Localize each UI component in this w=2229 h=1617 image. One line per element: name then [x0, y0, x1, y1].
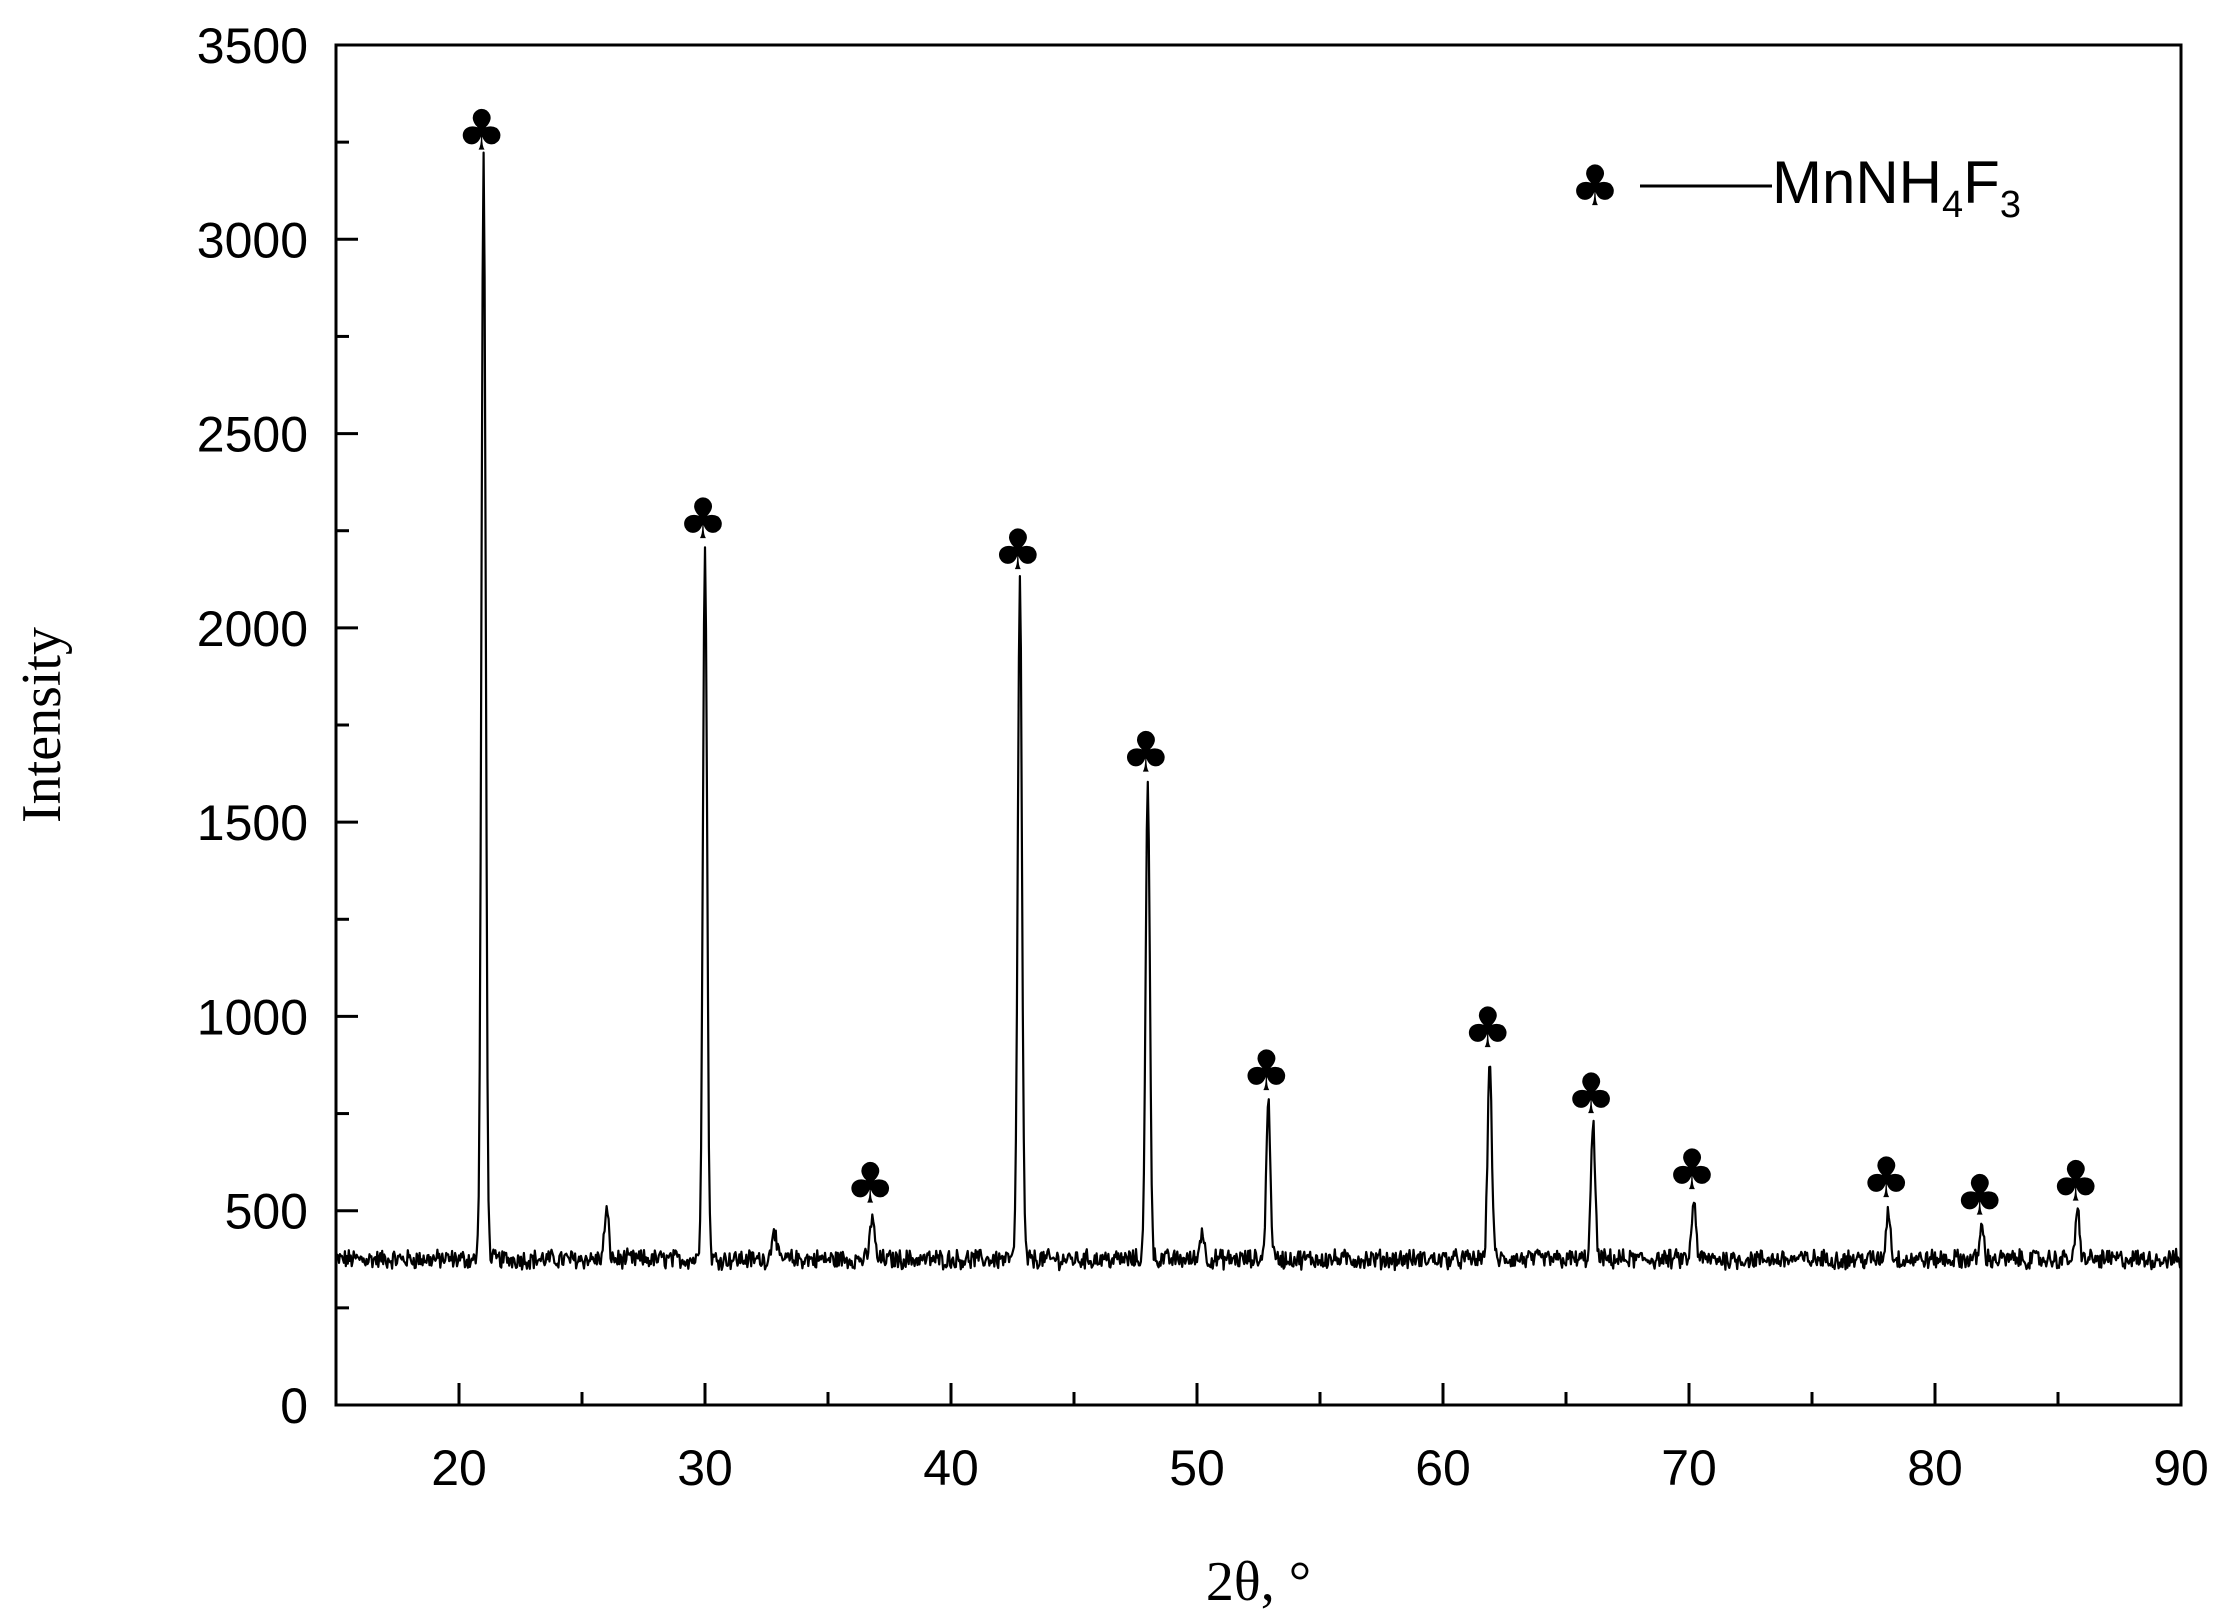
legend-label-main: MnNH [1772, 149, 1942, 216]
peak-marker: ♣ [993, 518, 1043, 583]
peak-marker: ♣ [2051, 1150, 2101, 1215]
peak-marker: ♣ [1463, 996, 1513, 1061]
y-tick-label: 3500 [197, 18, 308, 74]
peak-markers: ♣ ♣ ♣ ♣ ♣ ♣ ♣ ♣ ♣ ♣ ♣ ♣ [456, 99, 2100, 1229]
x-tick-label: 30 [677, 1440, 733, 1496]
legend-label-sub2: 3 [2000, 184, 2021, 226]
legend-label-sub1: 4 [1942, 184, 1963, 226]
x-tick-label: 90 [2153, 1440, 2209, 1496]
x-axis: 20 30 40 50 60 70 80 90 [334, 1383, 2209, 1496]
peak-marker: ♣ [678, 487, 728, 552]
peak-marker: ♣ [1861, 1146, 1911, 1211]
x-axis-title: 2θ, ° [1206, 1551, 1311, 1613]
x-tick-label: 80 [1907, 1440, 1963, 1496]
y-tick-label: 1500 [197, 795, 308, 851]
legend-label-mid: F [1963, 149, 2000, 216]
xrd-pattern-line [334, 151, 2183, 1272]
y-axis: 0 500 1000 1500 2000 2500 3000 3500 [197, 18, 358, 1434]
y-tick-label: 2000 [197, 601, 308, 657]
peak-marker: ♣ [1955, 1163, 2005, 1228]
peak-marker: ♣ [1241, 1039, 1291, 1104]
peak-marker: ♣ [845, 1152, 895, 1217]
y-tick-label: 3000 [197, 212, 308, 268]
y-tick-label: 500 [225, 1184, 308, 1240]
peak-marker: ♣ [1667, 1138, 1717, 1203]
x-tick-label: 20 [431, 1440, 487, 1496]
legend-label: MnNH4F3 [1772, 149, 2021, 226]
peak-marker: ♣ [456, 99, 506, 164]
y-tick-label: 1000 [197, 989, 308, 1045]
series-group [334, 151, 2183, 1272]
legend: ♣ MnNH4F3 [1570, 149, 2021, 226]
peak-marker: ♣ [1121, 720, 1171, 785]
x-tick-label: 60 [1415, 1440, 1471, 1496]
x-tick-label: 70 [1661, 1440, 1717, 1496]
x-tick-label: 40 [923, 1440, 979, 1496]
x-tick-label: 50 [1169, 1440, 1225, 1496]
y-tick-label: 2500 [197, 407, 308, 463]
y-axis-title: Intensity [11, 627, 73, 823]
y-tick-label: 0 [280, 1378, 308, 1434]
peak-marker: ♣ [1566, 1062, 1616, 1127]
legend-symbol: ♣ [1570, 154, 1620, 219]
